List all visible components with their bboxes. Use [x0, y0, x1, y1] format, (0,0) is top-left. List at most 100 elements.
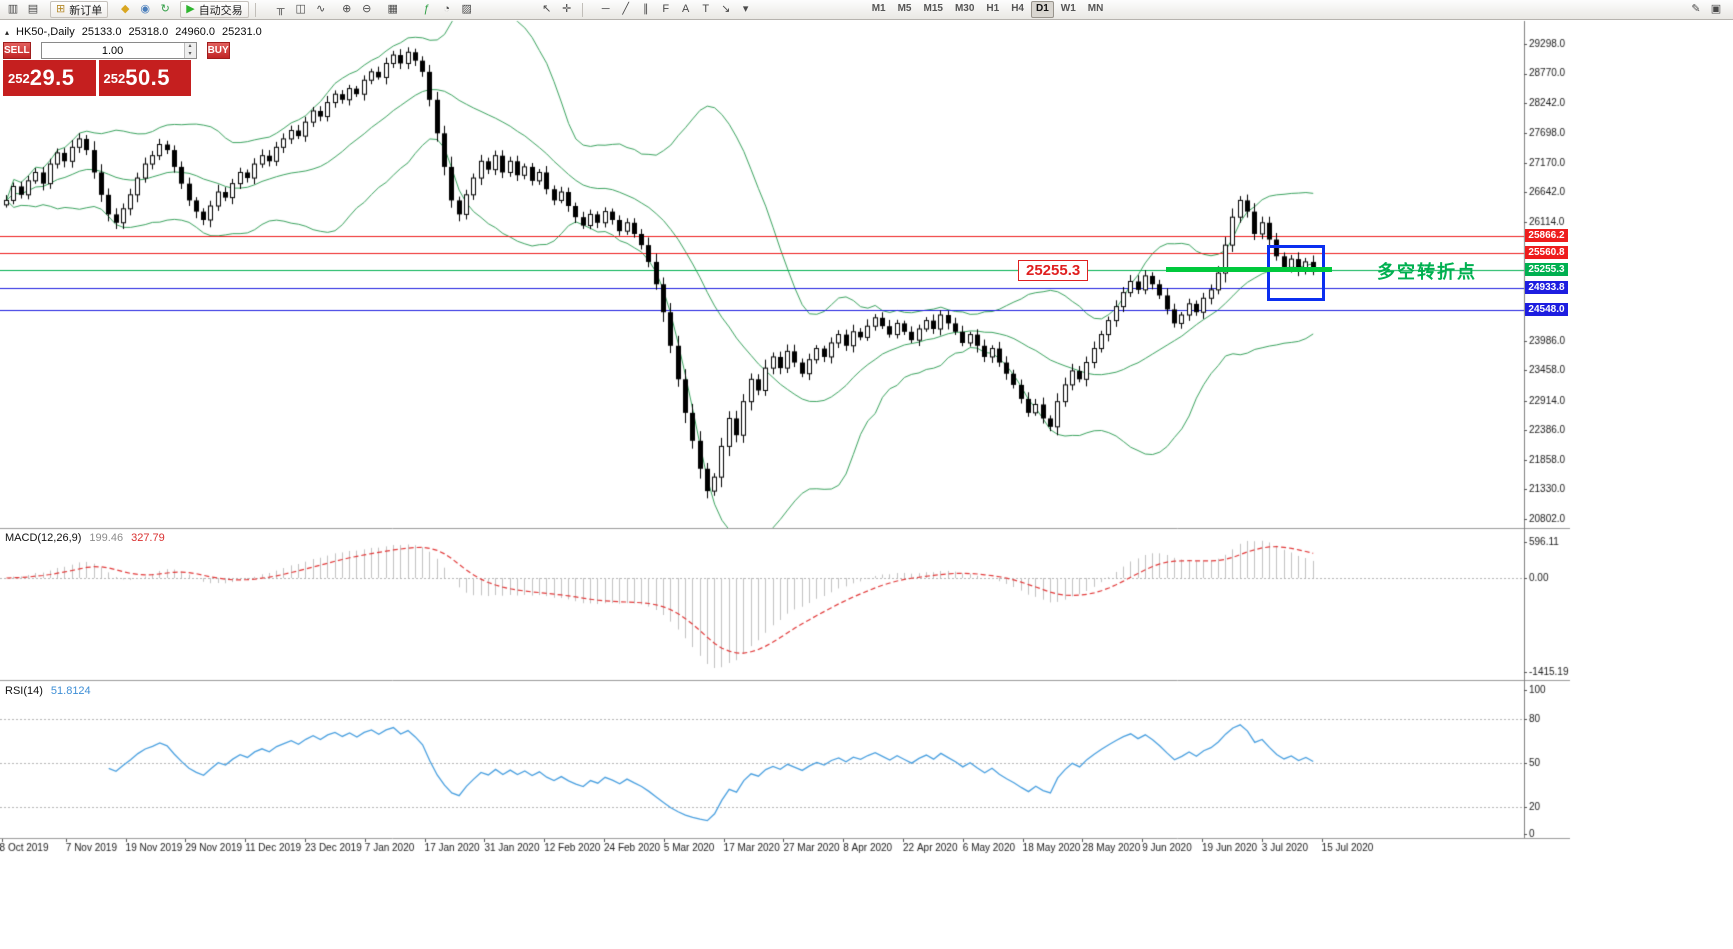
volume-increase-button[interactable]: ▴ — [184, 43, 196, 51]
toolbar-gap — [261, 9, 271, 10]
toolbar-gap — [588, 9, 596, 10]
channel-icon: ∥ — [642, 3, 649, 15]
horizontal-line-icon[interactable]: ─ — [597, 1, 615, 18]
chart-ohlc-header: ▴ HK50-,Daily 25133.0 25318.0 24960.0 25… — [5, 26, 262, 38]
channel-icon[interactable]: ∥ — [637, 1, 655, 18]
volume-decrease-button[interactable]: ▾ — [184, 50, 196, 58]
candlestick-chart-icon[interactable]: ◫ — [292, 1, 310, 18]
timeframe-mn[interactable]: MN — [1087, 3, 1104, 14]
sell-price-box[interactable]: 252 29.5 — [3, 60, 96, 96]
toolbar-right: ✎ ▣ — [1686, 0, 1730, 19]
rsi-indicator-label: RSI(14) 51.8124 — [5, 685, 91, 697]
refresh-icon[interactable]: ↻ — [156, 1, 174, 18]
text-icon[interactable]: A — [677, 1, 695, 18]
toolbar-gap — [756, 9, 866, 10]
timeframe-m15[interactable]: M15 — [923, 3, 943, 14]
timeframe-m30[interactable]: M30 — [954, 3, 975, 14]
toolbar-gap — [477, 9, 537, 10]
price-level-callout[interactable]: 25255.3 — [1018, 260, 1089, 281]
indicators-icon[interactable]: ƒ — [418, 1, 436, 18]
fibonacci-icon: F — [662, 3, 670, 15]
price-level-badge: 25255.3 — [1525, 263, 1568, 276]
edit-icon: ✎ — [1691, 3, 1701, 15]
sell-price-small: 252 — [8, 70, 30, 86]
fibonacci-icon[interactable]: F — [657, 1, 675, 18]
toolbar-gap — [109, 9, 115, 10]
timeframe-m5[interactable]: M5 — [897, 3, 912, 14]
timeframe-h1[interactable]: H1 — [986, 3, 1000, 14]
arrows-icon: ↘ — [721, 3, 731, 15]
bar-chart-icon[interactable]: ╥ — [272, 1, 290, 18]
refresh-icon: ↻ — [160, 3, 170, 15]
bar-chart-icon: ╥ — [276, 3, 285, 15]
chart-window-icon: ▥ — [7, 3, 19, 15]
timeframe-m1[interactable]: M1 — [871, 3, 886, 14]
arrows-icon[interactable]: ↘ — [717, 1, 735, 18]
cursor-icon[interactable]: ↖ — [538, 1, 556, 18]
trendline-icon[interactable]: ╱ — [617, 1, 635, 18]
toolbar-gap — [175, 9, 179, 10]
macd-signal-value: 327.79 — [131, 532, 165, 544]
community-icon[interactable]: ◉ — [136, 1, 154, 18]
consolidation-rectangle-object[interactable] — [1267, 245, 1325, 301]
layout-icon: ▣ — [1710, 3, 1722, 15]
gold-icon: ◆ — [120, 3, 130, 15]
shapes-dropdown-icon[interactable]: ▾ — [737, 1, 755, 18]
tile-windows-icon[interactable]: ▦ — [384, 1, 402, 18]
one-click-trading-panel: SELL ▴ ▾ BUY 252 29.5 252 50.5 — [3, 42, 230, 96]
close-value: 25231.0 — [222, 26, 262, 38]
chart-window-icon[interactable]: ▥ — [4, 1, 22, 18]
one-click-panel-toggle-icon[interactable]: ▴ — [5, 27, 10, 37]
line-chart-icon[interactable]: ∿ — [312, 1, 330, 18]
label-icon[interactable]: T — [697, 1, 715, 18]
toolbar-gap — [43, 9, 49, 10]
turning-point-annotation[interactable]: 多空转折点 — [1377, 262, 1477, 282]
open-value: 25133.0 — [81, 26, 122, 38]
buy-button[interactable]: BUY — [206, 42, 230, 59]
price-level-badge: 25560.8 — [1525, 245, 1568, 259]
zoom-in-icon[interactable]: ⊕ — [338, 1, 356, 18]
shapes-dropdown-icon: ▾ — [742, 3, 749, 15]
timeframe-d1[interactable]: D1 — [1031, 1, 1054, 18]
sell-price-big: 29.5 — [29, 65, 75, 90]
candlestick-chart-icon: ◫ — [295, 3, 306, 15]
crosshair-icon[interactable]: ✛ — [558, 1, 576, 18]
layout-button[interactable]: ▣ — [1707, 1, 1725, 18]
label-icon: T — [702, 3, 710, 15]
tile-windows-icon: ▦ — [387, 3, 398, 15]
indicators-icon: ƒ — [423, 3, 430, 15]
edit-button[interactable]: ✎ — [1687, 1, 1705, 18]
symbol-period-label: HK50-,Daily — [16, 26, 75, 38]
community-icon: ◉ — [140, 3, 151, 15]
zoom-out-icon[interactable]: ⊖ — [358, 1, 376, 18]
timeframe-h4[interactable]: H4 — [1011, 3, 1024, 14]
toolbar-gap — [331, 9, 337, 10]
periods-icon[interactable]: ◔ — [438, 1, 456, 18]
buy-price-box[interactable]: 252 50.5 — [98, 60, 191, 96]
zoom-in-icon: ⊕ — [342, 3, 352, 15]
new-order-button-label: 新订单 — [69, 4, 103, 17]
timeframe-w1[interactable]: W1 — [1060, 3, 1076, 14]
new-chart-icon: ▤ — [27, 3, 39, 15]
sell-button[interactable]: SELL — [3, 42, 31, 59]
text-icon: A — [682, 3, 690, 15]
new-order-button[interactable]: ⊞ 新订单 — [50, 1, 109, 18]
new-chart-icon[interactable]: ▤ — [24, 1, 42, 18]
templates-icon[interactable]: ▨ — [458, 1, 476, 18]
new-order-icon: ⊞ — [56, 3, 66, 15]
volume-input[interactable] — [41, 43, 184, 58]
toolbar-items: ▥ ▤ ⊞ 新订单 ◆ ◉ ↻ ▶ 自动交易 ╥ ◫ ∿ ⊕ ⊖ ▦ ƒ ◔ ▨ ↖ ✛ ─ ╱ ∥ F A T ↘ ▾ M1 M5 M15… — [3, 0, 1109, 19]
autotrading-button[interactable]: ▶ 自动交易 — [180, 1, 249, 18]
macd-main-value: 199.46 — [89, 532, 124, 544]
zoom-out-icon: ⊖ — [362, 3, 372, 15]
gold-icon[interactable]: ◆ — [116, 1, 134, 18]
crosshair-icon: ✛ — [562, 3, 572, 15]
periods-icon: ◔ — [443, 3, 451, 15]
thick-green-level-object[interactable] — [1166, 267, 1332, 272]
horizontal-line-icon: ─ — [601, 3, 610, 15]
high-value: 25318.0 — [128, 26, 169, 38]
trendline-icon: ╱ — [622, 3, 629, 15]
autotrading-icon: ▶ — [186, 3, 195, 15]
